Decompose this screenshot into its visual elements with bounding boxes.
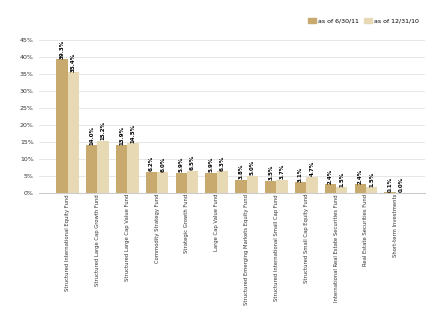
- Text: 6.0%: 6.0%: [160, 156, 165, 172]
- Text: 13.9%: 13.9%: [119, 126, 124, 145]
- Text: 6.3%: 6.3%: [220, 155, 225, 171]
- Bar: [235, 180, 247, 193]
- Text: 6.2%: 6.2%: [149, 156, 154, 171]
- Bar: [265, 181, 276, 193]
- Text: 5.0%: 5.0%: [250, 160, 255, 175]
- Bar: [97, 141, 109, 193]
- Bar: [366, 188, 378, 193]
- Text: 1.5%: 1.5%: [369, 172, 374, 187]
- Bar: [306, 177, 317, 193]
- Bar: [295, 182, 306, 193]
- Bar: [336, 188, 347, 193]
- Text: 5.9%: 5.9%: [179, 157, 184, 172]
- Bar: [276, 180, 288, 193]
- Text: 3.7%: 3.7%: [280, 164, 284, 180]
- Text: 2.4%: 2.4%: [328, 169, 333, 184]
- Bar: [67, 72, 79, 193]
- Bar: [384, 192, 396, 193]
- Text: 5.9%: 5.9%: [208, 157, 214, 172]
- Text: 4.7%: 4.7%: [309, 161, 314, 176]
- Bar: [187, 171, 198, 193]
- Text: 35.4%: 35.4%: [71, 53, 76, 72]
- Bar: [205, 173, 217, 193]
- Text: 0.0%: 0.0%: [399, 177, 404, 192]
- Bar: [355, 184, 366, 193]
- Bar: [247, 176, 258, 193]
- Text: 1.5%: 1.5%: [339, 172, 344, 187]
- Bar: [116, 145, 127, 193]
- Text: 14.5%: 14.5%: [130, 124, 136, 143]
- Text: 3.5%: 3.5%: [268, 165, 273, 180]
- Bar: [175, 173, 187, 193]
- Text: 14.0%: 14.0%: [89, 125, 94, 144]
- Bar: [217, 171, 228, 193]
- Text: 0.1%: 0.1%: [388, 177, 393, 192]
- Bar: [325, 184, 336, 193]
- Bar: [56, 59, 67, 193]
- Bar: [127, 143, 139, 193]
- Bar: [86, 145, 97, 193]
- Legend: as of 6/30/11, as of 12/31/10: as of 6/30/11, as of 12/31/10: [306, 16, 422, 26]
- Text: 3.8%: 3.8%: [239, 164, 243, 179]
- Text: 3.1%: 3.1%: [298, 166, 303, 182]
- Text: 6.5%: 6.5%: [190, 155, 195, 170]
- Text: 39.3%: 39.3%: [59, 40, 64, 59]
- Text: 2.4%: 2.4%: [358, 169, 363, 184]
- Bar: [157, 172, 169, 193]
- Bar: [146, 172, 157, 193]
- Text: 15.2%: 15.2%: [100, 122, 106, 140]
